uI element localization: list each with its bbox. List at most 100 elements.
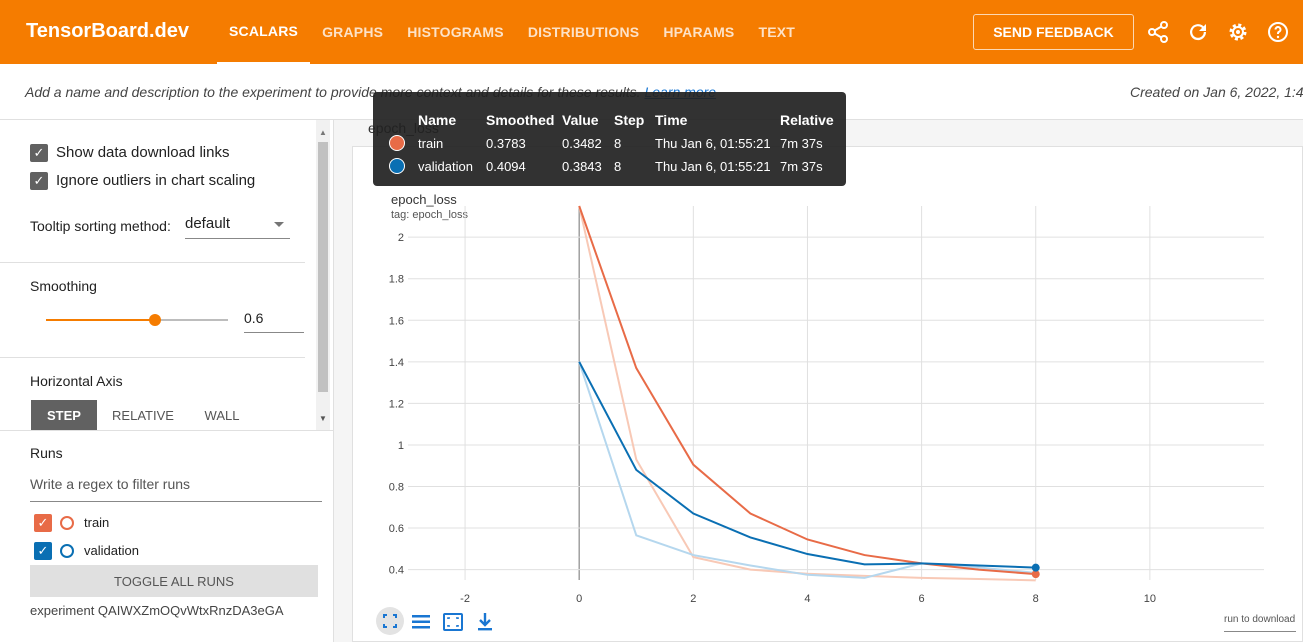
fit-domain-icon[interactable] <box>441 610 465 634</box>
app-brand[interactable]: TensorBoard.dev <box>26 20 189 42</box>
tooltip-run-dot-train <box>389 135 405 151</box>
chart-card: epoch_loss tag: epoch_loss <box>352 146 1303 642</box>
y-tick-label: 1.6 <box>389 315 404 327</box>
series-raw-line-validation <box>578 361 1036 579</box>
tooltip-sorting-select[interactable]: default <box>185 215 290 239</box>
tooltip-header-value: Value <box>562 112 599 128</box>
tooltip-sorting-label: Tooltip sorting method: <box>30 218 171 234</box>
run-to-download-select[interactable]: run to download <box>1224 614 1296 632</box>
tooltip-header-step: Step <box>614 112 645 128</box>
fullscreen-icon[interactable] <box>376 607 404 635</box>
y-tick-label: 1.2 <box>389 398 404 410</box>
hover-point-train <box>1031 570 1040 579</box>
x-tick-label: 10 <box>1144 593 1156 605</box>
x-tick-label: 4 <box>804 593 810 605</box>
settings-scrollbar-thumb[interactable] <box>318 142 328 392</box>
tooltip-cell: 7m 37s <box>780 159 823 174</box>
run-color-circle-train[interactable] <box>60 516 74 530</box>
log-scale-icon[interactable] <box>409 610 433 634</box>
tooltip-cell: 0.4094 <box>486 159 526 174</box>
series-raw-line-train <box>578 205 1036 582</box>
share-icon[interactable] <box>1146 20 1170 44</box>
created-date: Created on Jan 6, 2022, 1:42 <box>1130 84 1303 100</box>
run-label-train: train <box>84 515 110 530</box>
settings-icon[interactable] <box>1226 20 1250 44</box>
x-tick-label: 2 <box>690 593 696 605</box>
scroll-down-icon[interactable]: ▼ <box>319 414 327 423</box>
axis-wall-button[interactable]: WALL <box>204 407 240 423</box>
y-tick-label: 1 <box>398 440 404 452</box>
tab-graphs[interactable]: GRAPHS <box>322 24 384 40</box>
horizontal-axis-label: Horizontal Axis <box>30 373 123 389</box>
tooltip-cell: Thu Jan 6, 01:55:21 <box>655 136 771 151</box>
tooltip-cell: 7m 37s <box>780 136 823 151</box>
tooltip-header-name: Name <box>418 112 457 128</box>
x-tick-label: 6 <box>919 593 925 605</box>
axis-relative-button[interactable]: RELATIVE <box>112 407 174 423</box>
axis-step-button[interactable]: STEP <box>31 400 97 430</box>
divider <box>0 430 334 431</box>
x-tick-label: 8 <box>1033 593 1039 605</box>
tooltip-header-relative: Relative <box>780 112 834 128</box>
main-panel: epoch_loss epoch_loss tag: epoch_loss <box>334 120 1303 642</box>
tab-hparams[interactable]: HPARAMS <box>663 24 735 40</box>
y-tick-label: 1.4 <box>389 357 404 369</box>
download-icon[interactable] <box>473 610 497 634</box>
show-download-links-label: Show data download links <box>56 144 230 161</box>
run-color-circle-validation[interactable] <box>60 544 74 558</box>
tab-distributions[interactable]: DISTRIBUTIONS <box>527 24 640 40</box>
tooltip-cell: Thu Jan 6, 01:55:21 <box>655 159 771 174</box>
settings-panel: ✓ Show data download links ✓ Ignore outl… <box>0 120 316 430</box>
smoothing-slider-fill <box>46 319 156 321</box>
tooltip-cell: 0.3482 <box>562 136 602 151</box>
tooltip-cell: 0.3843 <box>562 159 602 174</box>
y-tick-label: 0.6 <box>389 523 404 535</box>
checkbox-ignore-outliers[interactable]: ✓ <box>30 172 48 190</box>
tooltip-cell: 8 <box>614 159 622 174</box>
tooltip-header-smoothed: Smoothed <box>486 112 555 128</box>
sidebar: ✓ Show data download links ✓ Ignore outl… <box>0 120 334 642</box>
tab-histograms[interactable]: HISTOGRAMS <box>407 24 504 40</box>
tab-text[interactable]: TEXT <box>758 24 796 40</box>
smoothing-label: Smoothing <box>30 278 97 294</box>
smoothing-input[interactable]: 0.6 <box>244 310 304 333</box>
runs-filter-input[interactable]: Write a regex to filter runs <box>30 476 322 502</box>
smoothing-slider-thumb[interactable] <box>149 314 162 326</box>
ignore-outliers-label: Ignore outliers in chart scaling <box>56 172 256 189</box>
tab-scalars[interactable]: SCALARS <box>217 0 311 64</box>
tooltip-cell: validation <box>418 159 473 174</box>
tooltip-run-dot-validation <box>389 158 405 174</box>
divider <box>0 357 305 358</box>
tooltip-header-time: Time <box>655 112 688 128</box>
tooltip-cell: train <box>418 136 444 151</box>
chart-title: epoch_loss <box>391 192 457 207</box>
hover-point-validation <box>1031 563 1040 572</box>
runs-title: Runs <box>30 445 63 461</box>
series-line-validation <box>578 361 1036 569</box>
checkbox-show-download-links[interactable]: ✓ <box>30 144 48 162</box>
experiment-id: experiment QAIWXZmOQvWtxRnzDA3eGA <box>30 603 284 618</box>
help-icon[interactable] <box>1266 20 1290 44</box>
divider <box>0 262 305 263</box>
top-bar: TensorBoard.dev SCALARS GRAPHS HISTOGRAM… <box>0 0 1303 64</box>
tooltip-cell: 8 <box>614 136 622 151</box>
x-tick-label: -2 <box>460 593 470 605</box>
chart-tooltip: Name Smoothed Value Step Time Relative t… <box>373 92 846 186</box>
run-label-validation: validation <box>84 543 139 558</box>
y-tick-label: 0.4 <box>389 565 404 577</box>
series-line-train <box>578 205 1036 576</box>
y-tick-label: 2 <box>398 232 404 244</box>
chart-tag: tag: epoch_loss <box>391 209 469 221</box>
y-tick-label: 1.8 <box>389 274 404 286</box>
toggle-all-runs-button[interactable]: TOGGLE ALL RUNS <box>30 565 318 597</box>
dropdown-caret-icon <box>274 222 284 227</box>
refresh-icon[interactable] <box>1186 20 1210 44</box>
line-chart[interactable]: -2 0 2 4 6 8 10 0.4 0.6 0.8 1 1.2 1.4 1.6 1.8 2 <box>334 120 1303 642</box>
dashboard-tabs: SCALARS GRAPHS HISTOGRAMS DISTRIBUTIONS … <box>217 0 807 64</box>
send-feedback-button[interactable]: SEND FEEDBACK <box>973 14 1134 50</box>
run-checkbox-validation[interactable]: ✓ <box>34 542 52 560</box>
x-tick-label: 0 <box>576 593 582 605</box>
run-checkbox-train[interactable]: ✓ <box>34 514 52 532</box>
y-tick-label: 0.8 <box>389 482 404 494</box>
scroll-up-icon[interactable]: ▲ <box>319 128 327 137</box>
